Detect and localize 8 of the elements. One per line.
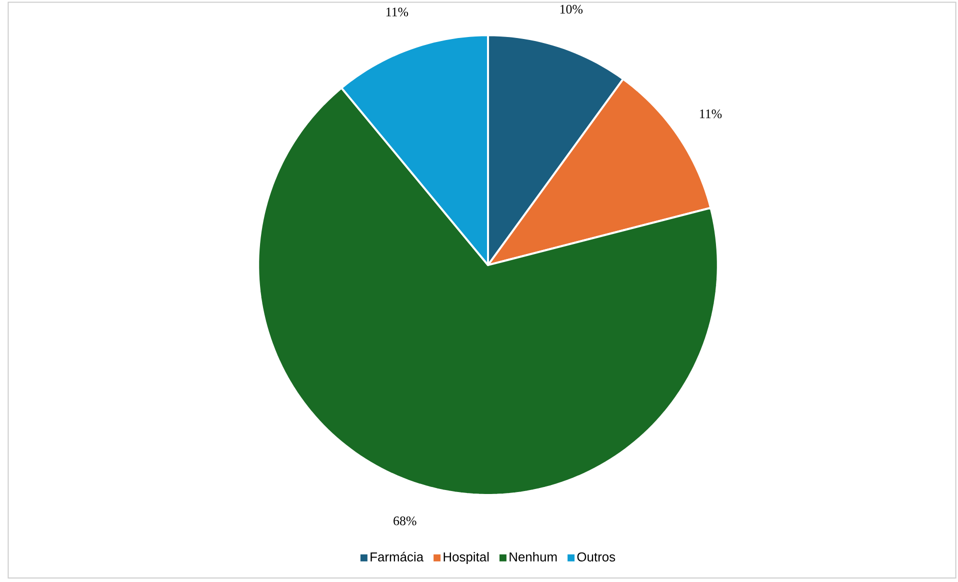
data-label: 11% — [700, 109, 722, 118]
legend-label: Nenhum — [510, 552, 557, 562]
legend-label: Farmácia — [370, 552, 424, 562]
data-label: 11% — [386, 8, 408, 16]
legend-label: Outros — [577, 552, 616, 562]
data-label: 10% — [560, 4, 583, 14]
data-label: 68% — [394, 516, 416, 526]
legend-label: Hospital — [444, 552, 489, 564]
